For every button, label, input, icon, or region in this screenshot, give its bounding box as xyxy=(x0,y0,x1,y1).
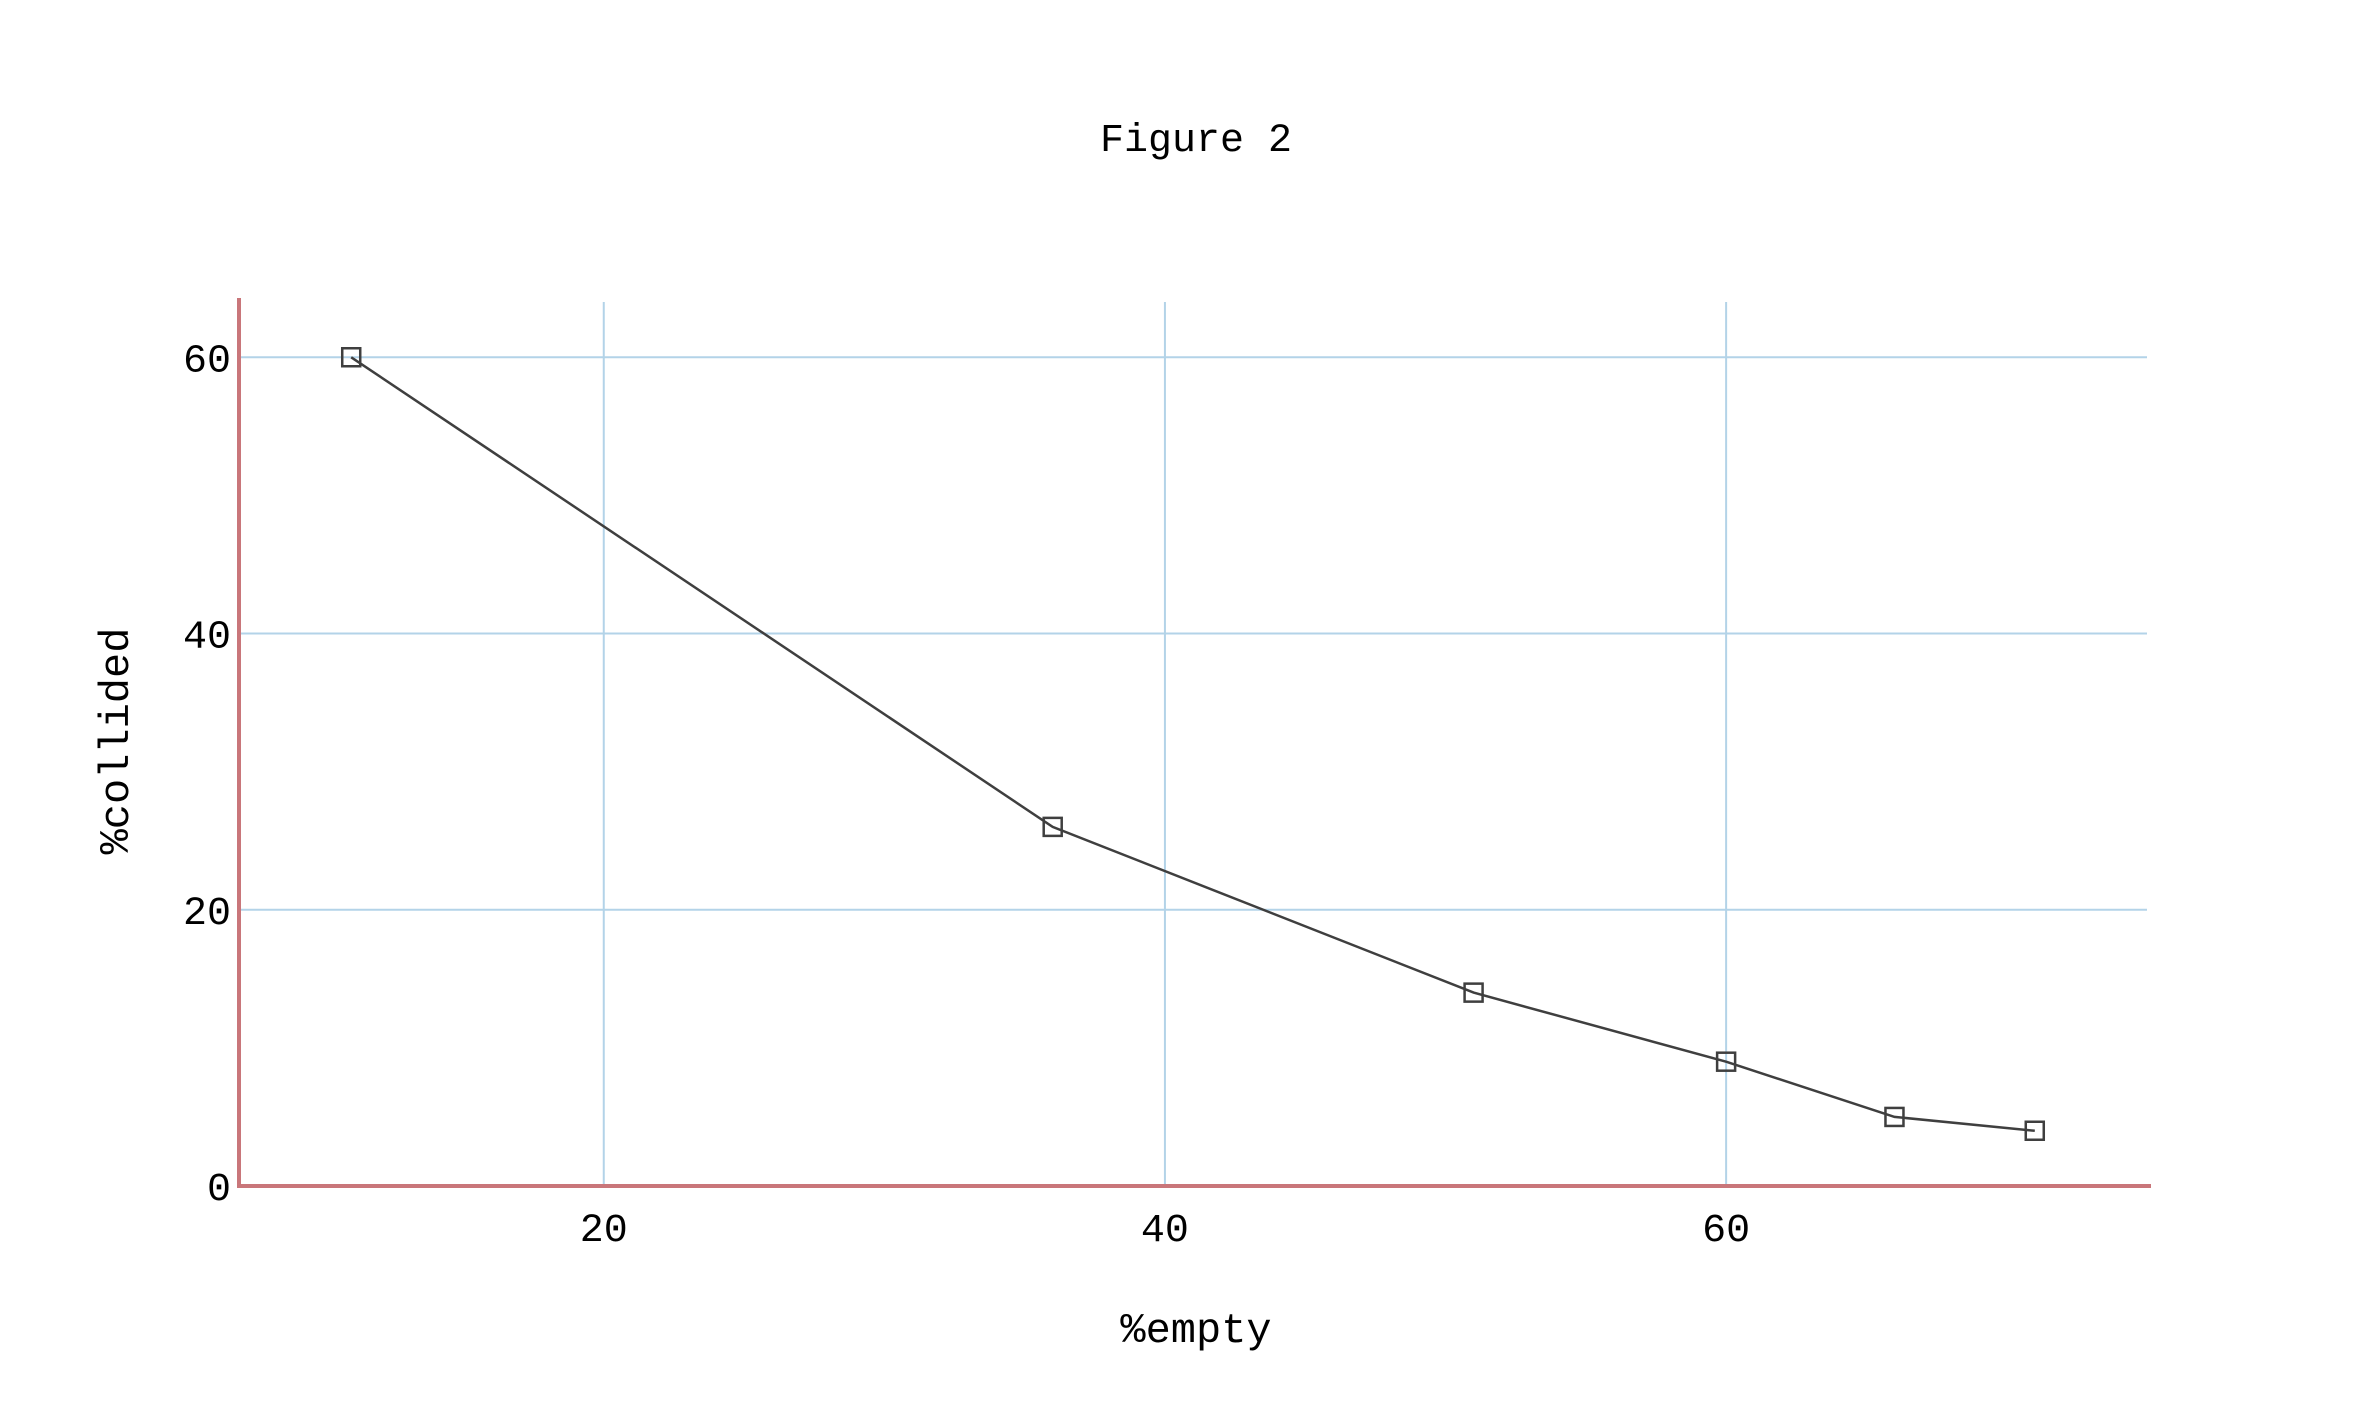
y-tick-label: 0 xyxy=(207,1168,231,1213)
y-tick-label: 40 xyxy=(183,616,231,661)
data-point-marker xyxy=(2024,1120,2046,1141)
y-tick-label: 60 xyxy=(183,339,231,384)
series-line xyxy=(350,356,2035,1133)
data-point-marker xyxy=(1884,1106,1905,1128)
markers xyxy=(340,347,2046,1141)
x-tick-label: 40 xyxy=(1141,1209,1189,1254)
y-tick-label: 20 xyxy=(183,892,231,937)
y-tick-labels: 0 20 40 60 xyxy=(183,339,231,1213)
x-tick-label: 60 xyxy=(1702,1209,1750,1254)
data-point-marker xyxy=(1715,1051,1737,1072)
x-tick-labels: 20 40 60 xyxy=(580,1209,1750,1254)
grid xyxy=(239,302,2147,1186)
chart-title: Figure 2 xyxy=(1100,119,1292,164)
data-point-marker xyxy=(1463,982,1484,1003)
series xyxy=(350,356,2035,1133)
x-tick-label: 20 xyxy=(580,1209,628,1254)
y-axis-title: %collided xyxy=(93,628,141,855)
data-point-marker xyxy=(340,347,362,368)
data-point-marker xyxy=(1042,816,1063,838)
x-axis-title: %empty xyxy=(1120,1307,1271,1355)
axes xyxy=(237,298,2151,1188)
